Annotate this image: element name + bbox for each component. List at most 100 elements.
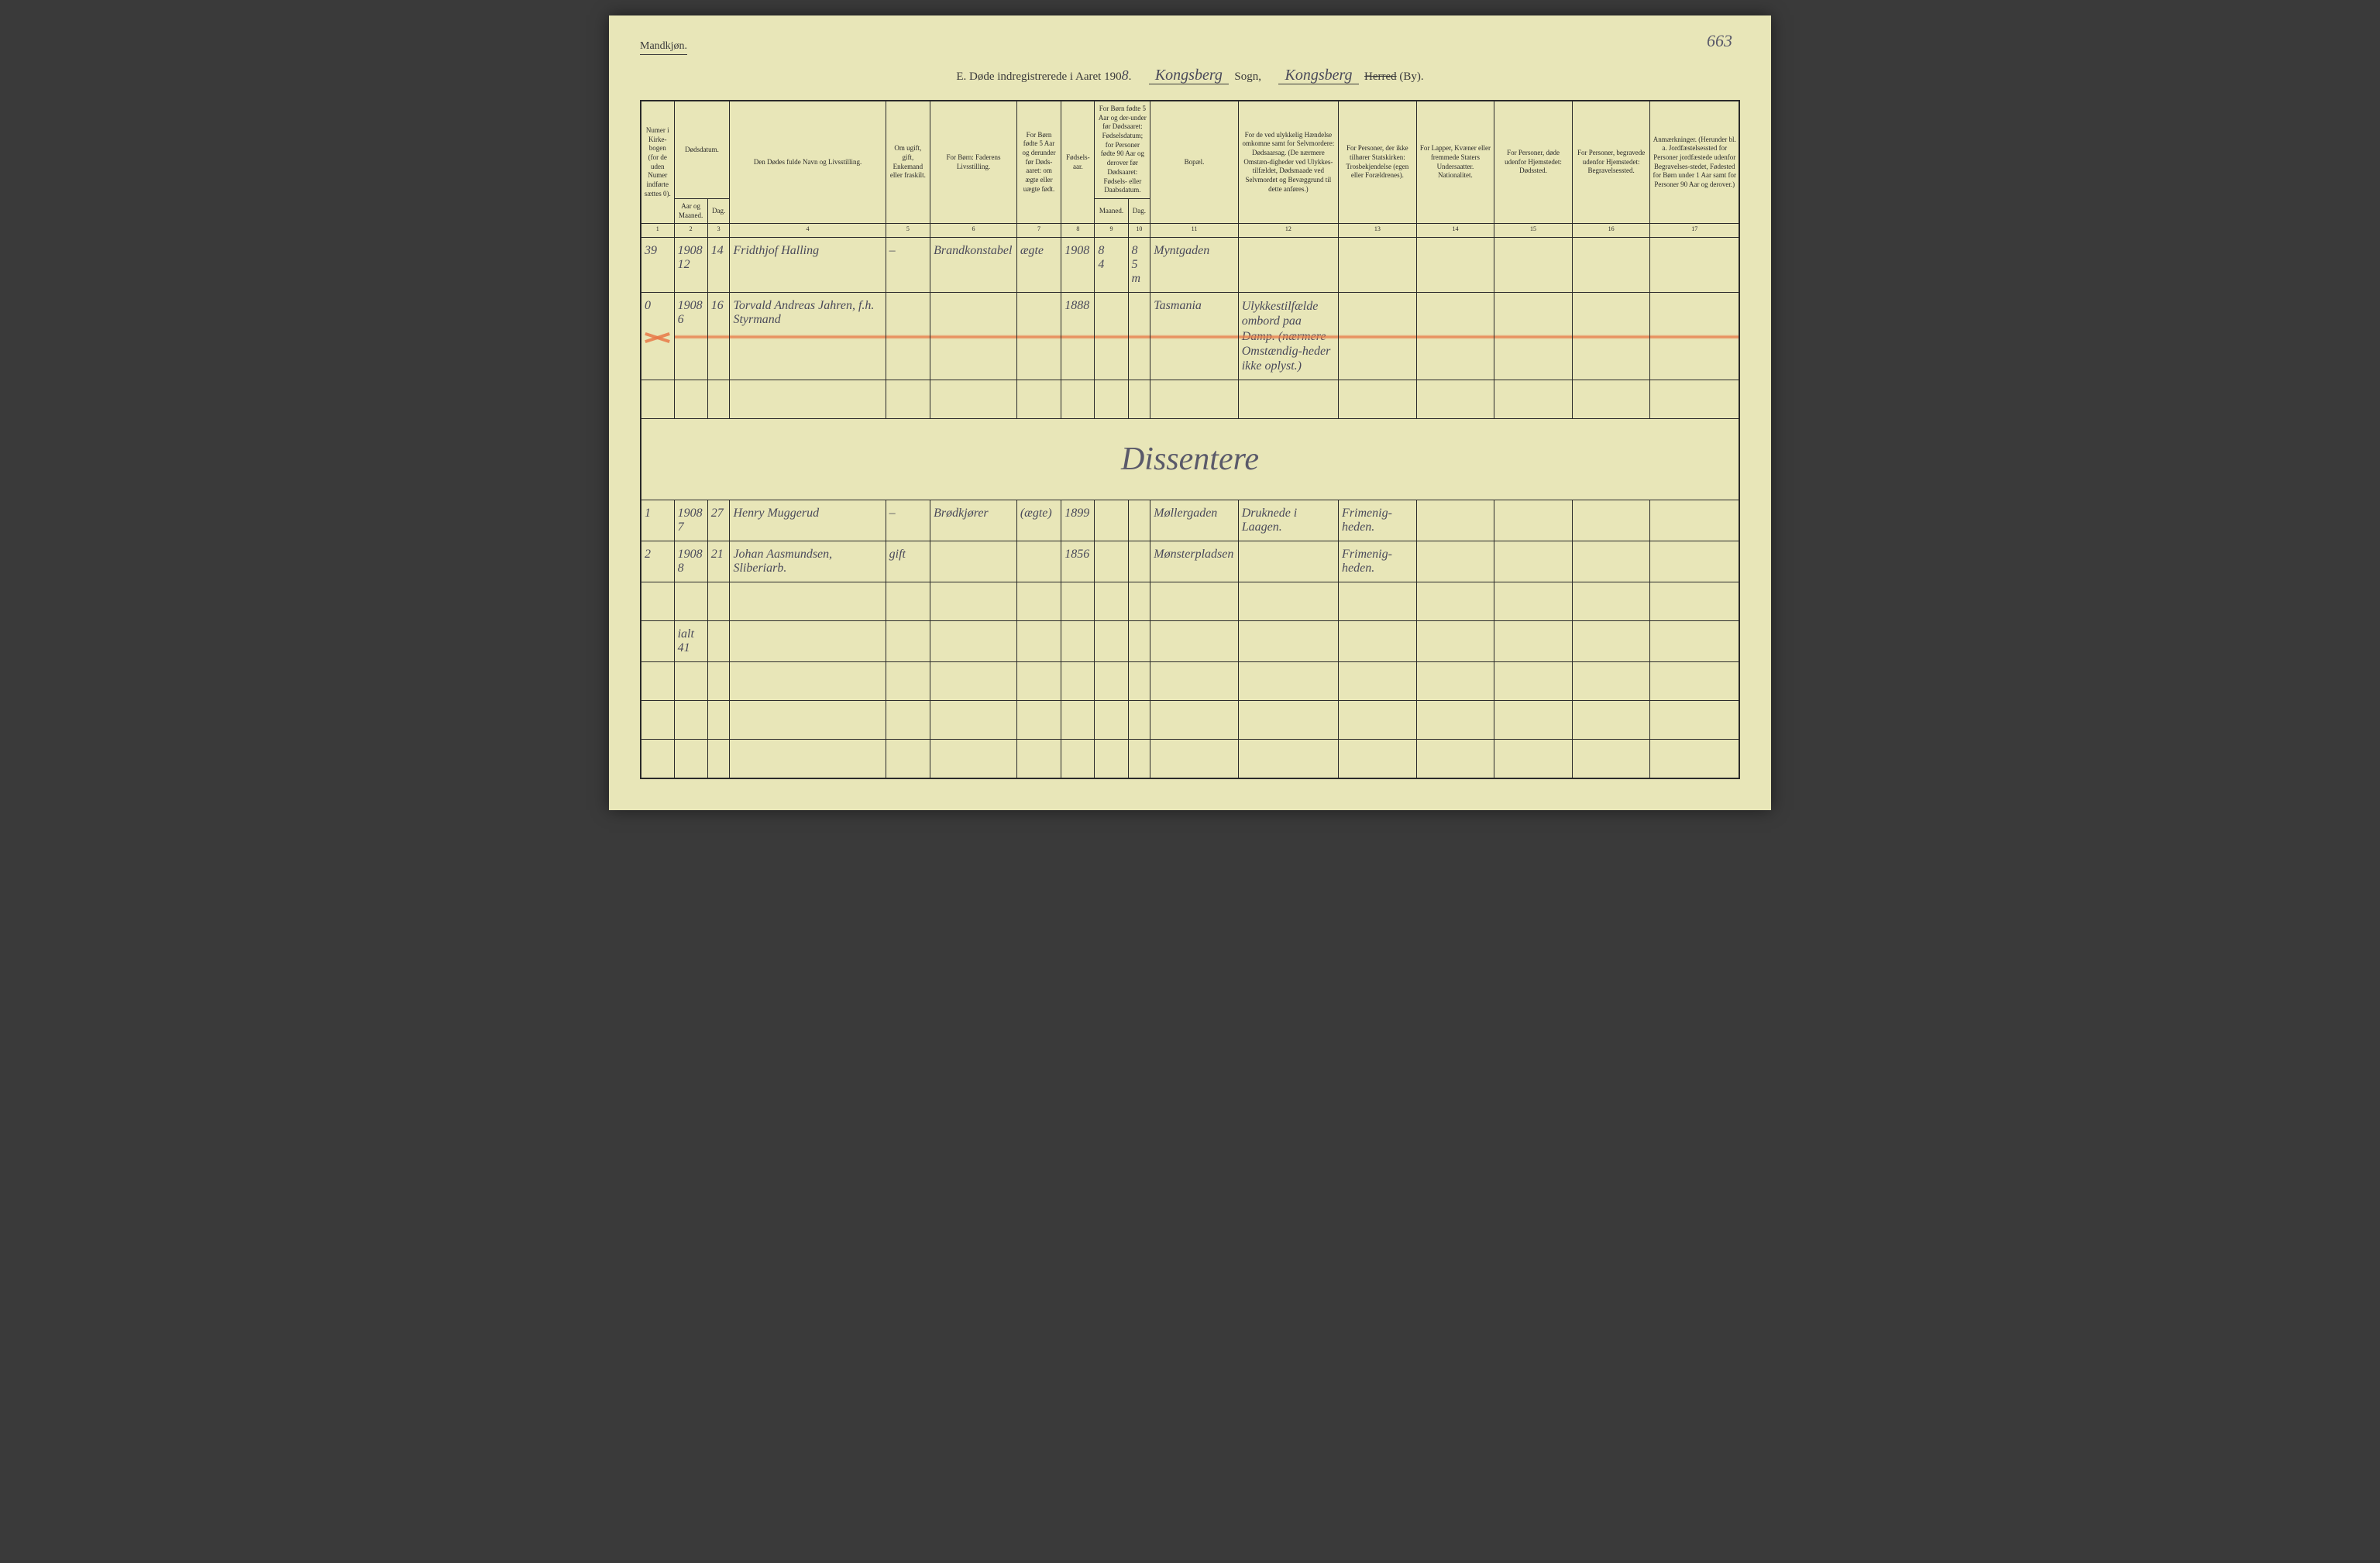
cell-legit: (ægte) (1016, 500, 1061, 541)
column-number-row: 1 2 3 4 5 6 7 8 9 10 11 12 13 14 15 16 1… (641, 224, 1739, 238)
section-row: Dissentere (641, 419, 1739, 500)
cell-num: 2 (641, 541, 674, 582)
colnum: 9 (1095, 224, 1128, 238)
cell-name: Torvald Andreas Jahren, f.h. Styrmand (730, 293, 886, 380)
herred-label-suffix: (By). (1399, 70, 1423, 83)
empty-row (641, 582, 1739, 621)
cell-death-place (1494, 293, 1573, 380)
cell-father (930, 541, 1017, 582)
cell-civil: gift (886, 541, 930, 582)
cell-faith (1339, 238, 1417, 293)
col-17: Anmærkninger. (Herunder bl. a. Jordfæste… (1650, 101, 1739, 224)
colnum: 17 (1650, 224, 1739, 238)
herred-label-struck: Herred (1364, 70, 1397, 83)
colnum: 13 (1339, 224, 1417, 238)
register-page: 663 Mandkjøn. E. Døde indregistrerede i … (609, 15, 1771, 810)
col-2b: Dag. (707, 198, 730, 223)
col-6: For Børn: Faderens Livsstilling. (930, 101, 1017, 224)
cell-name: Johan Aasmundsen, Sliberiarb. (730, 541, 886, 582)
cell-faith: Frimenig-heden. (1339, 541, 1417, 582)
cell-nationality (1416, 541, 1494, 582)
cell-cause: Ulykkestilfælde ombord paa Damp. (nærmer… (1238, 293, 1338, 380)
cell-burial-place (1572, 500, 1650, 541)
cell-burial-place (1572, 541, 1650, 582)
col-12: For de ved ulykkelig Hændelse omkomne sa… (1238, 101, 1338, 224)
col-1: Numer i Kirke-bogen (for de uden Numer i… (641, 101, 674, 224)
title-year: 8 (1122, 67, 1129, 83)
cell-civil: – (886, 500, 930, 541)
cell-faith: Frimenig-heden. (1339, 500, 1417, 541)
colnum: 10 (1128, 224, 1150, 238)
col-2a: Aar og Maaned. (674, 198, 707, 223)
col-4: Den Dødes fulde Navn og Livsstilling. (730, 101, 886, 224)
cell-nationality (1416, 500, 1494, 541)
empty-row (641, 740, 1739, 778)
cell-day: 14 (707, 238, 730, 293)
entry-row-struck: 0 1908 6 16 Torvald Andreas Jahren, f.h.… (641, 293, 1739, 380)
cell-remarks (1650, 293, 1739, 380)
cell-father: Brandkonstabel (930, 238, 1017, 293)
cell-year-month: 1908 8 (674, 541, 707, 582)
colnum: 15 (1494, 224, 1573, 238)
colnum: 5 (886, 224, 930, 238)
gender-heading: Mandkjøn. (640, 40, 687, 55)
cell-cause (1238, 541, 1338, 582)
empty-row (641, 701, 1739, 740)
cell-birth-month (1095, 293, 1128, 380)
cell-name: Henry Muggerud (730, 500, 886, 541)
cell-cause (1238, 238, 1338, 293)
colnum: 8 (1061, 224, 1095, 238)
cell-birth-month (1095, 541, 1128, 582)
cell-nationality (1416, 238, 1494, 293)
herred-value: Kongsberg (1278, 67, 1358, 84)
title-line: E. Døde indregistrerede i Aaret 1908. Ko… (640, 67, 1740, 84)
margin-note: ialt 41 (674, 621, 707, 662)
title-prefix: E. Døde indregistrerede i Aaret 190 (956, 70, 1121, 83)
page-number: 663 (1707, 31, 1732, 51)
cell-legit: ægte (1016, 238, 1061, 293)
colnum: 1 (641, 224, 674, 238)
cell-day: 16 (707, 293, 730, 380)
cell-birth-year: 1908 (1061, 238, 1095, 293)
cell-day: 21 (707, 541, 730, 582)
cell-legit (1016, 293, 1061, 380)
empty-row: ialt 41 (641, 621, 1739, 662)
cell-death-place (1494, 238, 1573, 293)
col-9a: Maaned. (1095, 198, 1128, 223)
col-2-group: Dødsdatum. (674, 101, 730, 198)
colnum: 12 (1238, 224, 1338, 238)
cell-birth-day (1128, 500, 1150, 541)
col-14: For Lapper, Kvæner eller fremmede Stater… (1416, 101, 1494, 224)
cell-civil: – (886, 238, 930, 293)
cell-birth-day (1128, 541, 1150, 582)
section-heading: Dissentere (645, 425, 1735, 493)
col-5: Om ugift, gift, Enkemand eller fraskilt. (886, 101, 930, 224)
col-8: Fødsels-aar. (1061, 101, 1095, 224)
colnum: 3 (707, 224, 730, 238)
col-11: Bopæl. (1150, 101, 1238, 224)
cell-num: 39 (641, 238, 674, 293)
cell-birth-year: 1888 (1061, 293, 1095, 380)
cell-legit (1016, 541, 1061, 582)
entry-row: 39 1908 12 14 Fridthjof Halling – Brandk… (641, 238, 1739, 293)
cell-year-month: 1908 6 (674, 293, 707, 380)
cell-remarks (1650, 500, 1739, 541)
cell-birth-day: 8 5 m (1128, 238, 1150, 293)
col-7: For Børn fødte 5 Aar og derunder før Død… (1016, 101, 1061, 224)
cell-civil (886, 293, 930, 380)
cell-residence: Mønsterpladsen (1150, 541, 1238, 582)
cell-birth-month (1095, 500, 1128, 541)
cell-nationality (1416, 293, 1494, 380)
cell-year-month: 1908 12 (674, 238, 707, 293)
cell-faith (1339, 293, 1417, 380)
col-16: For Personer, begravede udenfor Hjemsted… (1572, 101, 1650, 224)
cell-burial-place (1572, 238, 1650, 293)
colnum: 7 (1016, 224, 1061, 238)
cell-residence: Myntgaden (1150, 238, 1238, 293)
cell-remarks (1650, 541, 1739, 582)
cell-residence: Tasmania (1150, 293, 1238, 380)
cell-birth-year: 1899 (1061, 500, 1095, 541)
cell-day: 27 (707, 500, 730, 541)
cell-father (930, 293, 1017, 380)
cell-burial-place (1572, 293, 1650, 380)
